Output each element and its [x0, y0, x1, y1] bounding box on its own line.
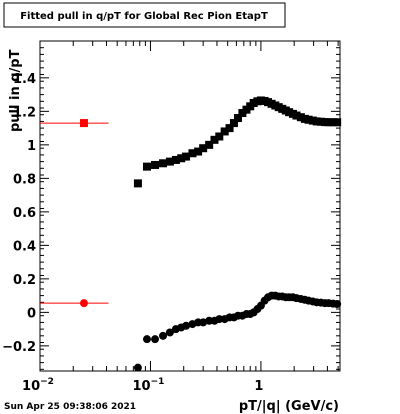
data-point-square [177, 154, 186, 163]
x-tick-label: 1 [254, 379, 263, 394]
y-axis-label: pull in q/pT [8, 49, 23, 132]
data-point-square [205, 140, 214, 149]
data-point-circle [165, 328, 174, 337]
data-point-square [229, 119, 238, 128]
data-point-circle [142, 335, 151, 344]
x-axis-label: pT/|q| (GeV/c) [239, 399, 339, 414]
data-point-square [151, 160, 160, 169]
y-tick-label: 0.2 [13, 273, 36, 288]
y-tick-label: 0 [27, 306, 36, 321]
data-point-circle [159, 331, 168, 340]
y-tick-label: 0.8 [13, 172, 36, 187]
axes-layer: 10−2 10−1 1 −0.2 0 0.2 0.4 0.6 0.8 1 1.2 1.4 [2, 41, 340, 394]
plot-frame [39, 40, 341, 372]
data-point-square [210, 135, 219, 144]
data-point-square [171, 155, 180, 164]
data-point-square [238, 109, 247, 118]
data-point-square [220, 127, 229, 136]
x-tick-label: 10−2 [22, 377, 54, 394]
y-tick-label: 0.6 [13, 206, 36, 221]
data-point-square [233, 114, 242, 123]
data-point-square [215, 132, 224, 141]
y-tick-label: 1.2 [13, 105, 36, 120]
data-point-square [333, 118, 342, 127]
data-point-circle [199, 318, 208, 327]
data-point-square [142, 162, 151, 171]
reference-circle-marker [79, 299, 88, 308]
data-point-square [312, 117, 321, 126]
data-point-square [159, 159, 168, 168]
reference-markers [40, 119, 109, 308]
data-point-square [165, 157, 174, 166]
y-tick-label: 0.4 [13, 239, 36, 254]
data-point-square [324, 118, 333, 127]
data-point-square [304, 115, 313, 124]
title-box [3, 2, 286, 28]
data-point-square [199, 144, 208, 153]
data-point-square [292, 111, 301, 120]
x-tick-label: 10−1 [133, 377, 165, 394]
timestamp: Sun Apr 25 09:38:06 2021 [4, 402, 136, 412]
data-point-square [188, 149, 197, 158]
data-point-square [182, 152, 191, 161]
data-point-circle [133, 363, 142, 372]
y-tick-label: 1.4 [13, 72, 36, 87]
data-point-square [329, 118, 338, 127]
data-point-circle [182, 321, 191, 330]
y-tick-label: −0.2 [2, 340, 36, 355]
reference-square-marker [79, 119, 88, 128]
data-point-square [225, 124, 234, 133]
data-markers [133, 96, 342, 372]
data-point-circle [151, 335, 160, 344]
data-point-circle [333, 299, 342, 308]
chart-title: Fitted pull in q/pT for Global Rec Pion … [20, 11, 268, 22]
data-point-square [133, 179, 142, 188]
y-tick-label: 1 [27, 139, 36, 154]
data-point-square [194, 147, 203, 156]
